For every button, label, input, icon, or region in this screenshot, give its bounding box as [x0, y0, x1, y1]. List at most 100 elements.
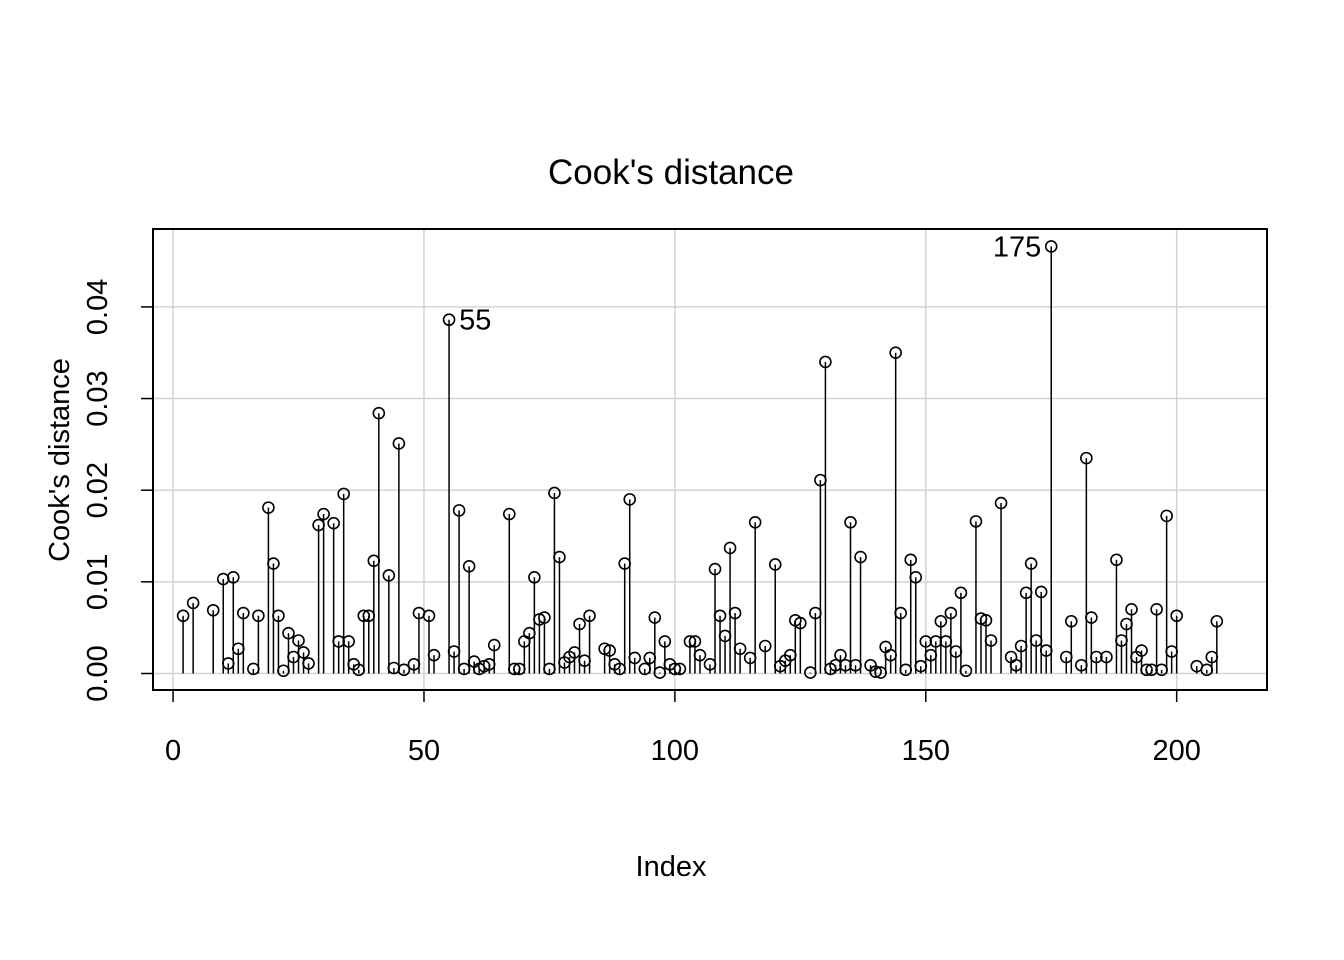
data-point: [1059, 650, 1073, 664]
data-point: [1120, 617, 1133, 631]
data-point: [994, 496, 1008, 510]
data-point: [1024, 557, 1038, 570]
data-point: [442, 313, 456, 327]
data-point: [688, 635, 702, 648]
data-point: [638, 662, 652, 676]
data-point: [1155, 663, 1168, 677]
data-point: [302, 657, 315, 670]
data-point: [292, 634, 305, 647]
data-point: [733, 642, 747, 656]
data-point: [447, 645, 461, 658]
data-point: [548, 486, 561, 500]
data-point: [1009, 658, 1023, 672]
data-point: [613, 662, 626, 676]
data-point: [267, 557, 280, 570]
data-point: [543, 662, 556, 676]
data-point: [372, 406, 386, 420]
data-point: [934, 614, 948, 628]
data-point: [1205, 650, 1219, 664]
data-point: [1075, 658, 1088, 672]
data-point: [287, 650, 300, 664]
data-point: [1100, 650, 1113, 664]
data-point: [874, 666, 887, 679]
data-point: [979, 614, 993, 627]
y-tick-label: 0.04: [82, 279, 114, 335]
data-point: [899, 663, 913, 677]
data-point: [984, 634, 998, 647]
data-point: [829, 658, 842, 672]
data-point: [713, 609, 727, 623]
x-axis-label: Index: [636, 851, 707, 883]
data-point: [392, 437, 406, 450]
data-point: [573, 617, 586, 631]
data-point: [1110, 553, 1123, 567]
data-point: [748, 515, 762, 529]
data-point: [723, 541, 737, 555]
data-point: [578, 654, 591, 667]
data-point: [743, 651, 757, 665]
data-point: [919, 635, 933, 648]
data-point: [854, 550, 867, 564]
data-point: [232, 642, 245, 656]
data-point: [1019, 586, 1033, 600]
x-tick-label: 50: [408, 735, 440, 767]
point-label: 55: [459, 305, 491, 337]
data-point: [889, 346, 902, 360]
data-point: [643, 651, 657, 665]
data-point: [658, 635, 672, 648]
data-point: [844, 515, 857, 529]
data-point: [513, 662, 526, 676]
data-point: [683, 635, 697, 648]
data-point: [1044, 240, 1058, 253]
data-point: [422, 609, 436, 623]
data-point: [312, 518, 325, 532]
data-point: [583, 609, 596, 623]
data-point: [247, 662, 260, 676]
x-tick-label: 100: [651, 735, 699, 767]
data-point: [226, 570, 240, 584]
data-point: [809, 606, 822, 620]
x-tick-label: 200: [1152, 735, 1200, 767]
data-point: [1125, 603, 1138, 616]
point-labels: 55 175: [459, 231, 1041, 336]
data-point: [317, 507, 330, 521]
data-point: [1034, 585, 1048, 599]
x-axis: 0 50 100 150 200: [165, 689, 1201, 767]
data-point: [482, 658, 496, 671]
data-point: [452, 504, 466, 517]
data-point: [1085, 611, 1098, 624]
y-axis-label: Cook's distance: [44, 358, 76, 562]
data-point: [457, 662, 471, 676]
data-point: [528, 570, 541, 584]
grid-lines: [153, 229, 1267, 690]
y-tick-label: 0.03: [82, 370, 114, 426]
data-point: [397, 663, 411, 677]
data-point: [728, 606, 742, 620]
data-point: [523, 626, 536, 640]
data-point: [282, 626, 295, 640]
y-tick-label: 0.01: [82, 554, 114, 610]
data-point: [462, 559, 476, 573]
data-point: [186, 596, 200, 610]
data-point: [959, 664, 973, 678]
data-point: [628, 651, 642, 665]
data-point: [568, 646, 581, 659]
data-point: [252, 609, 265, 623]
data-point: [277, 664, 290, 678]
data-point: [804, 666, 817, 679]
data-point: [1090, 650, 1103, 664]
data-point: [367, 554, 381, 568]
data-point: [1150, 603, 1163, 616]
data-point: [237, 606, 250, 620]
data-point: [648, 611, 662, 624]
data-point: [884, 648, 897, 662]
data-point: [819, 355, 832, 369]
data-point: [407, 658, 421, 671]
data-point: [939, 635, 953, 648]
data-point: [653, 666, 667, 679]
data-point: [1200, 663, 1214, 677]
data-point: [673, 662, 687, 676]
data-point: [954, 586, 968, 600]
data-point: [814, 473, 827, 487]
